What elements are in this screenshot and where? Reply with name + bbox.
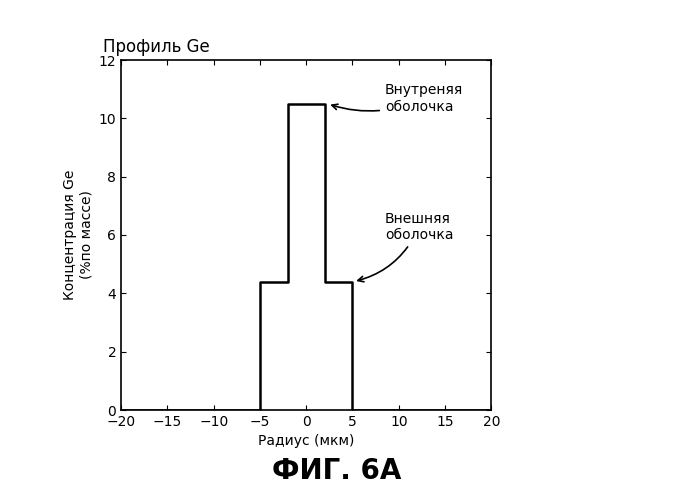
Y-axis label: Концентрация Ge
(%по массе): Концентрация Ge (%по массе) — [63, 170, 93, 300]
Text: Профиль Ge: Профиль Ge — [102, 38, 209, 56]
Text: Внутреняя
оболочка: Внутреняя оболочка — [332, 84, 463, 114]
Text: Внешняя
оболочка: Внешняя оболочка — [358, 212, 454, 282]
Text: ФИГ. 6A: ФИГ. 6A — [272, 457, 401, 485]
X-axis label: Радиус (мкм): Радиус (мкм) — [258, 434, 355, 448]
